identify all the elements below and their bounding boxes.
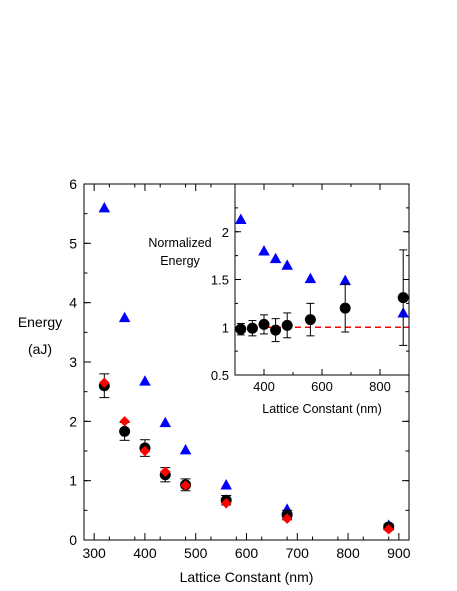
data-point-diamond: [99, 377, 110, 388]
x-tick-label: 700: [286, 545, 310, 561]
data-point-circle: [246, 322, 258, 334]
y-tick-label: 0.5: [211, 368, 229, 383]
data-point-diamond: [220, 497, 232, 509]
data-point-triangle: [159, 416, 172, 428]
y-tick-label: 6: [69, 176, 77, 192]
data-point-diamond: [383, 524, 394, 535]
y-tick-label: 5: [69, 235, 77, 251]
inset-plot: 400 600 800 0.5 1 1.5 2 Lattice Constant (nm) No…: [148, 183, 410, 416]
data-point-triangle: [139, 375, 151, 386]
data-point-circle: [119, 425, 131, 437]
y-axis-label: (aJ): [28, 341, 52, 357]
data-point-triangle: [304, 272, 317, 284]
y-tick-label: 3: [69, 354, 77, 370]
y-tick-label: 1.5: [211, 273, 229, 288]
data-point-diamond: [139, 445, 151, 457]
y-tick-label: 2: [69, 413, 77, 429]
data-point-diamond: [160, 466, 171, 477]
x-tick-label: 800: [369, 379, 391, 394]
plot-background: [235, 184, 409, 375]
data-point-triangle: [235, 213, 247, 224]
data-point-triangle: [269, 252, 282, 264]
y-axis-label: Energy: [160, 254, 200, 268]
data-point-diamond: [180, 480, 191, 491]
main-plot: 300 400 500 600 700 800 900 0 1 2 3 4 5 6 Lattice Cons…: [18, 176, 411, 585]
data-point-circle: [258, 318, 270, 330]
x-tick-label: 600: [311, 379, 333, 394]
y-tick-label: 1: [222, 320, 229, 335]
x-tick-label: 500: [184, 545, 208, 561]
data-point-circle: [339, 302, 351, 314]
data-point-triangle: [220, 479, 232, 490]
y-tick-label: 4: [69, 295, 77, 311]
data-point-circle: [270, 324, 282, 336]
x-axis-label: Lattice Constant (nm): [262, 402, 382, 416]
x-tick-label: 400: [133, 545, 157, 561]
x-tick-label: 800: [336, 545, 360, 561]
data-point-circle: [281, 319, 293, 331]
x-tick-label: 600: [235, 545, 259, 561]
data-point-triangle: [281, 259, 293, 270]
data-point-triangle: [179, 444, 192, 455]
y-axis-label: Normalized: [148, 236, 211, 250]
y-axis-label: Energy: [18, 314, 62, 330]
data-point-diamond: [281, 513, 293, 524]
data-point-diamond: [119, 416, 130, 427]
y-tick-label: 2: [222, 225, 229, 240]
x-tick-label: 400: [253, 379, 275, 394]
x-axis-label: Lattice Constant (nm): [180, 569, 314, 585]
data-point-triangle: [339, 274, 351, 286]
data-point-circle: [235, 323, 247, 335]
x-tick-label: 300: [82, 545, 106, 561]
data-point-triangle: [258, 245, 270, 256]
y-tick-label: 1: [69, 473, 77, 489]
data-point-circle: [304, 314, 316, 326]
data-point-triangle: [98, 201, 111, 213]
plot-frame: [234, 183, 410, 376]
y-tick-label: 0: [69, 532, 77, 548]
data-point-circle: [397, 292, 409, 304]
x-tick-label: 900: [387, 545, 411, 561]
data-point-triangle: [118, 311, 131, 323]
